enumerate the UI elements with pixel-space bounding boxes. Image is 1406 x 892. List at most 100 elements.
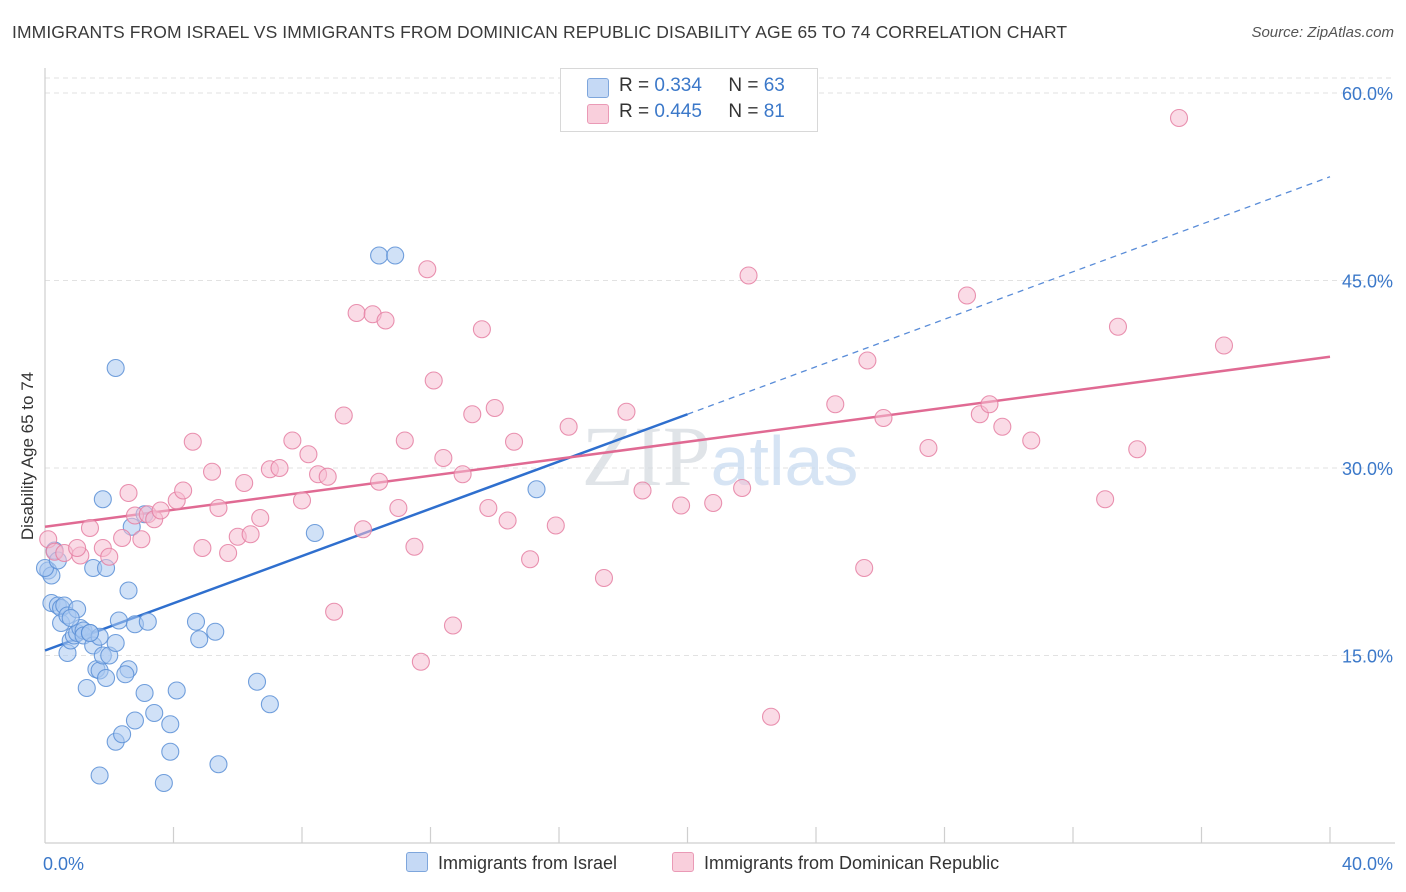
data-point-dominican-republic — [203, 462, 222, 481]
data-point-dominican-republic — [235, 473, 254, 493]
data-point-dominican-republic — [193, 538, 212, 558]
axes — [44, 68, 1395, 844]
bottom-legend-swatch-dominican-republic — [672, 852, 694, 872]
series-israel-points — [35, 246, 546, 793]
data-point-dominican-republic — [270, 458, 289, 478]
data-point-israel — [80, 623, 100, 643]
data-point-israel — [138, 612, 157, 631]
watermark: ZIPatlas — [582, 408, 859, 504]
data-point-israel — [119, 581, 138, 600]
data-point-dominican-republic — [405, 537, 424, 556]
data-point-israel — [206, 622, 225, 641]
data-point-dominican-republic — [1214, 336, 1234, 355]
data-point-dominican-republic — [559, 417, 578, 436]
data-point-dominican-republic — [472, 320, 491, 339]
bottom-legend-swatch-israel — [406, 852, 428, 872]
watermark-atlas: atlas — [711, 422, 859, 500]
series-dominican-republic-points — [39, 108, 1234, 726]
data-point-dominican-republic — [521, 550, 540, 569]
data-point-israel — [247, 672, 267, 691]
data-point-israel — [260, 695, 279, 714]
data-point-israel — [109, 611, 128, 630]
data-point-dominican-republic — [479, 498, 498, 518]
bottom-legend-dominican-republic: Immigrants from Dominican Republic — [672, 852, 999, 874]
legend-swatch-israel — [587, 78, 609, 98]
data-point-dominican-republic — [739, 266, 758, 285]
data-point-israel — [90, 766, 109, 785]
data-point-dominican-republic — [283, 431, 302, 450]
data-point-dominican-republic — [241, 525, 260, 544]
chart-title: IMMIGRANTS FROM ISRAEL VS IMMIGRANTS FRO… — [12, 22, 1068, 42]
legend-n-value: 63 — [763, 75, 785, 96]
data-point-dominican-republic — [292, 491, 312, 510]
data-point-israel — [186, 612, 206, 631]
legend-r-value: 0.445 — [654, 101, 702, 122]
data-point-dominican-republic — [119, 483, 138, 503]
data-point-israel — [113, 725, 132, 744]
data-point-dominican-republic — [353, 520, 373, 539]
data-point-dominican-republic — [443, 616, 463, 635]
data-point-israel — [93, 490, 112, 509]
data-point-dominican-republic — [1108, 317, 1128, 336]
data-point-israel — [167, 681, 186, 700]
data-point-israel — [61, 608, 80, 628]
data-point-dominican-republic — [389, 498, 408, 518]
y-tick-label: 30.0% — [1342, 459, 1393, 479]
bottom-legend-label-dominican-republic: Immigrants from Dominican Republic — [704, 853, 1000, 873]
legend-r-value: 0.334 — [654, 75, 702, 96]
data-point-israel — [161, 715, 180, 734]
data-point-dominican-republic — [100, 547, 119, 566]
data-point-israel — [145, 703, 164, 723]
data-point-dominican-republic — [347, 303, 366, 323]
legend-n-value: 81 — [763, 101, 785, 122]
data-point-dominican-republic — [855, 558, 874, 578]
data-point-dominican-republic — [434, 448, 453, 468]
legend-n-label: N = — [728, 75, 759, 96]
data-point-dominican-republic — [594, 568, 614, 588]
data-point-dominican-republic — [733, 478, 752, 498]
data-point-dominican-republic — [68, 538, 87, 558]
data-point-dominican-republic — [411, 652, 430, 671]
bottom-legend-israel: Immigrants from Israel — [406, 852, 617, 874]
data-point-dominican-republic — [761, 707, 781, 726]
y-tick-label: 45.0% — [1342, 272, 1393, 292]
grid-lines — [45, 77, 1395, 656]
legend-swatch-dominican-republic — [587, 104, 609, 124]
data-point-dominican-republic — [424, 371, 443, 390]
data-point-dominican-republic — [874, 408, 893, 428]
data-point-dominican-republic — [183, 432, 202, 451]
data-point-dominican-republic — [376, 311, 395, 330]
data-point-dominican-republic — [919, 438, 938, 458]
data-point-dominican-republic — [219, 543, 238, 563]
trend-line-israel-extension — [687, 176, 1331, 415]
data-point-israel — [386, 246, 405, 265]
data-point-israel — [106, 358, 125, 378]
data-point-israel — [370, 246, 389, 265]
data-point-dominican-republic — [633, 481, 652, 500]
x-tick-label: 0.0% — [43, 854, 84, 874]
y-tick-label: 15.0% — [1342, 647, 1393, 667]
y-axis-label: Disability Age 65 to 74 — [18, 372, 37, 540]
data-point-dominican-republic — [251, 508, 270, 528]
data-point-dominican-republic — [132, 530, 151, 549]
data-point-israel — [116, 665, 135, 684]
data-point-israel — [190, 630, 209, 649]
data-point-dominican-republic — [174, 481, 193, 500]
data-point-dominican-republic — [672, 496, 691, 515]
data-point-dominican-republic — [209, 498, 228, 518]
legend-r-label: R = — [619, 101, 650, 122]
data-point-dominican-republic — [504, 432, 524, 451]
data-point-israel — [305, 523, 324, 543]
data-point-dominican-republic — [463, 405, 482, 424]
y-tick-label: 60.0% — [1342, 84, 1393, 104]
data-point-dominican-republic — [1128, 440, 1147, 459]
data-point-dominican-republic — [334, 406, 353, 425]
data-point-dominican-republic — [151, 501, 170, 520]
legend: R = 0.334 N = 63 R = 0.445 N = 81 — [560, 68, 818, 132]
x-tick-label: 40.0% — [1342, 854, 1393, 874]
legend-n-label: N = — [728, 101, 759, 122]
bottom-legend-label-israel: Immigrants from Israel — [438, 853, 618, 873]
data-point-dominican-republic — [498, 511, 517, 530]
data-point-israel — [209, 755, 228, 774]
data-point-dominican-republic — [957, 286, 977, 305]
